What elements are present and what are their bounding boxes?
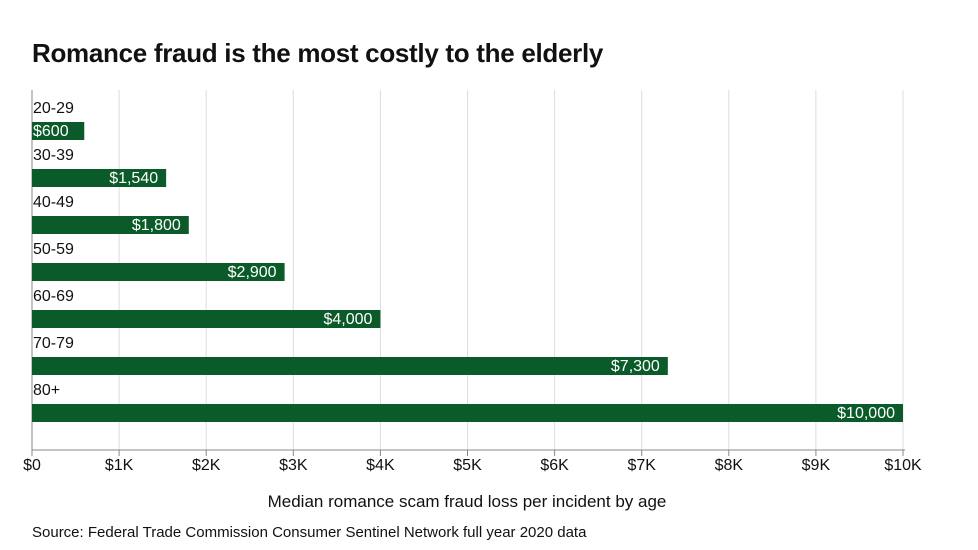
- x-tick-label: $9K: [802, 457, 831, 474]
- bar: [32, 216, 189, 234]
- x-tick-label: $8K: [715, 457, 744, 474]
- category-label: 30-39: [33, 147, 74, 164]
- x-tick-label: $7K: [627, 457, 656, 474]
- category-label: 20-29: [33, 100, 74, 117]
- category-label: 40-49: [33, 194, 74, 211]
- data-label: $1,540: [109, 170, 158, 187]
- data-label: $7,300: [611, 358, 660, 375]
- x-tick-label: $1K: [105, 457, 134, 474]
- source-note: Source: Federal Trade Commission Consume…: [32, 524, 587, 541]
- x-tick-label: $2K: [192, 457, 221, 474]
- category-label: 70-79: [33, 335, 74, 352]
- bar: [32, 263, 285, 281]
- data-label: $2,900: [228, 264, 277, 281]
- x-tick-label: $10K: [884, 457, 922, 474]
- chart-title: Romance fraud is the most costly to the …: [32, 38, 604, 68]
- data-label: $4,000: [323, 311, 372, 328]
- bar: [32, 357, 668, 375]
- category-label: 80+: [33, 382, 60, 399]
- data-label: $1,800: [132, 217, 181, 234]
- bar: [32, 122, 85, 140]
- category-label: 50-59: [33, 241, 74, 258]
- x-axis-label: Median romance scam fraud loss per incid…: [267, 492, 667, 511]
- bar: [32, 169, 167, 187]
- bar: [32, 310, 381, 328]
- category-label: 60-69: [33, 288, 74, 305]
- x-tick-label: $0: [23, 457, 41, 474]
- bar: [32, 404, 903, 422]
- data-label: $600: [33, 123, 69, 140]
- x-tick-label: $6K: [540, 457, 569, 474]
- x-tick-label: $5K: [453, 457, 482, 474]
- x-tick-label: $4K: [366, 457, 395, 474]
- x-tick-label: $3K: [279, 457, 308, 474]
- data-label: $10,000: [837, 405, 895, 422]
